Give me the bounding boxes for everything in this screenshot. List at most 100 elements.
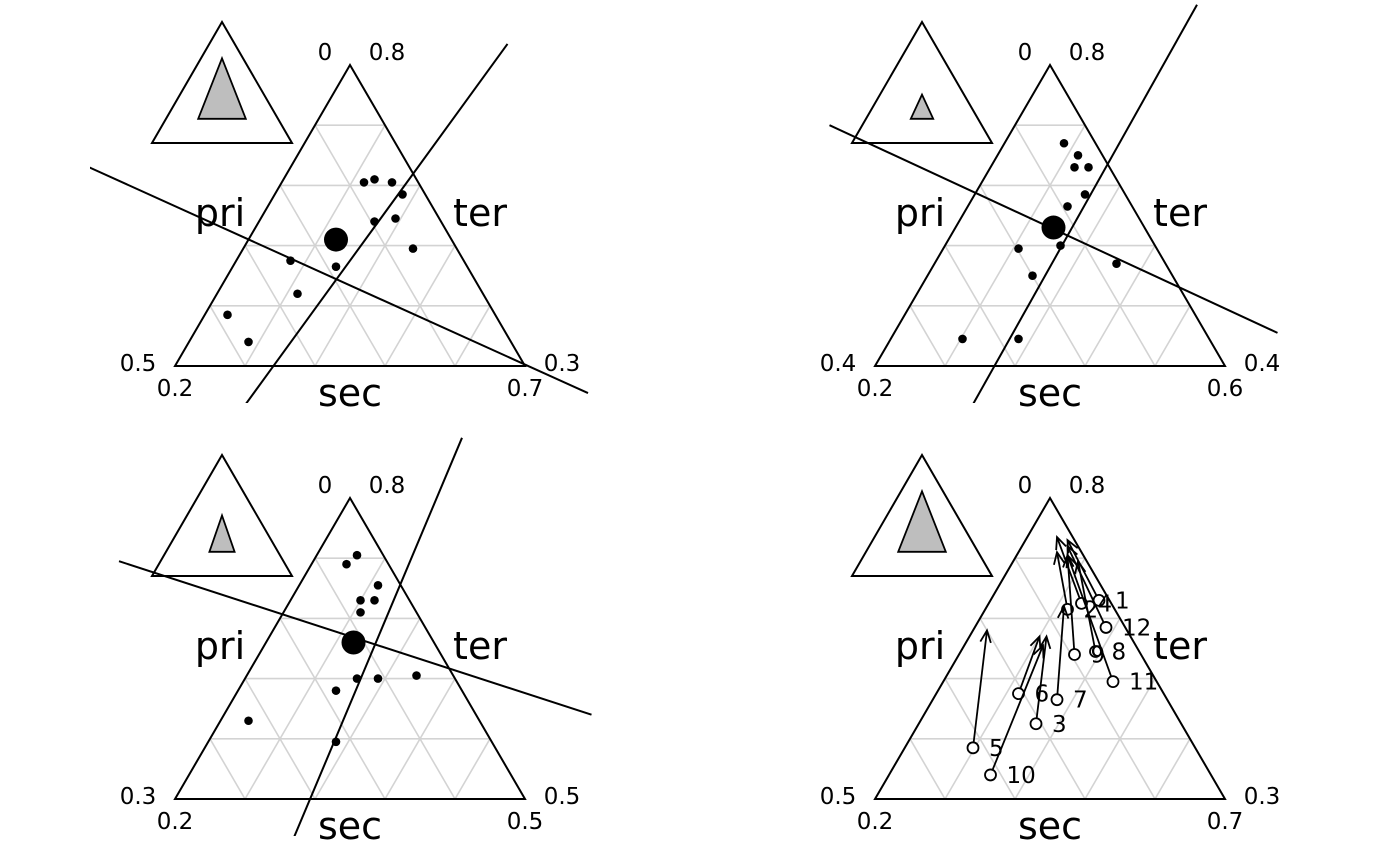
ternary-outline xyxy=(173,63,527,367)
grid-line xyxy=(454,305,491,367)
grid-line xyxy=(244,245,316,367)
center-point xyxy=(341,630,366,655)
center-point xyxy=(324,227,348,252)
ternary-panel-bottom-left: pri ter sec 0 0.8 0.30.2 0.50.5 xyxy=(118,437,592,848)
data-point xyxy=(370,175,379,184)
corner-label-ter: ter xyxy=(453,624,507,668)
tick-top-right: 0.8 xyxy=(1069,40,1106,66)
data-point xyxy=(1084,163,1093,172)
grid-line xyxy=(944,678,1016,800)
arrow-head xyxy=(1066,544,1078,560)
corner-label-ter: ter xyxy=(453,191,507,235)
data-point xyxy=(373,580,383,590)
corner-label-pri: pri xyxy=(195,191,245,235)
grid-line xyxy=(279,184,386,367)
tick-right-upper: 0.3 xyxy=(1244,784,1281,810)
tick-left-upper: 0.5 xyxy=(820,784,857,810)
data-point xyxy=(352,674,362,683)
data-point xyxy=(370,217,379,226)
ternary-outline xyxy=(873,496,1227,800)
arrow-head xyxy=(1033,643,1045,659)
axis-line-2 xyxy=(972,4,1198,403)
data-point xyxy=(1068,648,1081,661)
axis-line-2 xyxy=(245,43,509,403)
data-point xyxy=(1028,271,1037,281)
grid-line xyxy=(209,738,246,800)
arrow-head xyxy=(1053,550,1066,566)
data-point xyxy=(244,337,253,347)
tick-top-right: 0.8 xyxy=(1069,473,1106,499)
grid-line xyxy=(979,617,1086,800)
tick-right-lower: 0.7 xyxy=(507,376,544,402)
data-point xyxy=(286,256,295,265)
data-point xyxy=(1073,151,1083,160)
arrow-shaft xyxy=(1056,552,1069,610)
point-label: 3 xyxy=(1052,712,1067,738)
point-label: 5 xyxy=(989,736,1004,762)
tick-top-right: 0.8 xyxy=(369,40,406,66)
data-point xyxy=(1080,190,1090,199)
arrow-head xyxy=(979,628,992,644)
inset-zoom-region xyxy=(208,512,236,553)
corner-label-pri: pri xyxy=(895,191,945,235)
tick-left-lower: 0.2 xyxy=(157,809,194,835)
grid-line xyxy=(909,305,946,367)
arrow-head xyxy=(1057,604,1070,619)
data-point xyxy=(342,559,351,569)
tick-left-upper: 0.4 xyxy=(820,351,857,377)
arrow-shaft xyxy=(972,630,988,748)
arrow-shaft xyxy=(989,645,1044,776)
data-point xyxy=(387,178,397,187)
tick-left-upper: 0.3 xyxy=(120,784,157,810)
data-point xyxy=(1050,693,1064,707)
grid-line xyxy=(1014,617,1121,800)
ternary-panel-top-left: pri ter sec 0 0.8 0.50.2 0.30.7 xyxy=(90,20,589,415)
data-point xyxy=(1070,163,1079,172)
point-label: 1 xyxy=(1115,588,1130,614)
data-point xyxy=(958,334,967,344)
ternary-outline xyxy=(173,496,527,800)
tick-top-left: 0 xyxy=(1018,473,1033,499)
arrow-head xyxy=(1039,634,1052,650)
data-point xyxy=(244,716,253,726)
tick-top-left: 0 xyxy=(1018,40,1033,66)
arrow-shaft xyxy=(1066,554,1114,682)
arrow-shaft xyxy=(1056,606,1065,700)
grid-line xyxy=(1084,678,1156,800)
corner-label-ter: ter xyxy=(1153,191,1207,235)
arrow-shaft xyxy=(1066,545,1107,628)
grid-line xyxy=(454,738,491,800)
tick-right-lower: 0.7 xyxy=(1207,809,1244,835)
point-label: 8 xyxy=(1112,640,1127,666)
data-point xyxy=(293,289,302,299)
data-point xyxy=(1056,241,1065,250)
data-point xyxy=(1029,717,1043,731)
principal-axis-lines xyxy=(90,43,589,403)
tick-left-lower: 0.2 xyxy=(157,376,194,402)
data-point xyxy=(223,310,232,320)
tick-top-left: 0 xyxy=(318,40,333,66)
arrow-head xyxy=(1074,559,1087,575)
point-label: 6 xyxy=(1035,682,1050,708)
data-point xyxy=(391,214,400,223)
grid-line xyxy=(279,617,386,800)
corner-label-sec: sec xyxy=(1018,371,1082,415)
grid-line xyxy=(1084,245,1156,367)
tick-right-lower: 0.5 xyxy=(507,809,544,835)
inset-zoom-region xyxy=(909,92,935,120)
grid-line xyxy=(314,184,421,367)
corner-label-pri: pri xyxy=(195,624,245,668)
data-point xyxy=(398,190,407,199)
grid-lines xyxy=(909,124,1191,367)
data-point xyxy=(352,550,362,560)
data-points xyxy=(223,175,418,347)
data-point xyxy=(370,596,379,605)
tick-top-right: 0.8 xyxy=(369,473,406,499)
grid-line xyxy=(209,305,246,367)
data-point xyxy=(412,671,421,680)
data-point xyxy=(1099,621,1113,634)
corner-label-pri: pri xyxy=(895,624,945,668)
data-point xyxy=(331,262,341,271)
point-label: 11 xyxy=(1129,670,1158,696)
